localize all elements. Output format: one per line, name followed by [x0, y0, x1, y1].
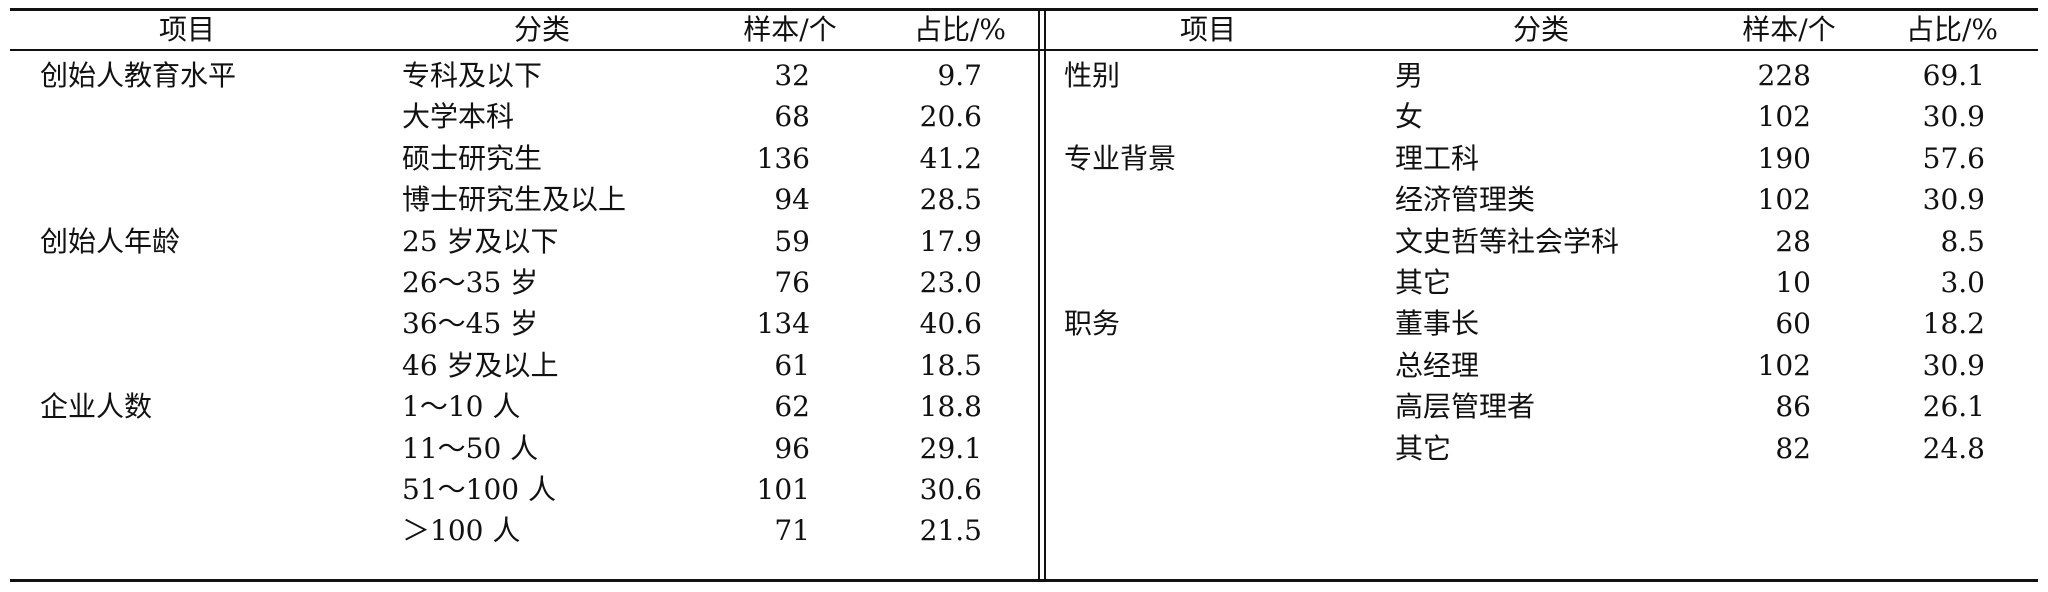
- row-sample: 76: [774, 266, 810, 299]
- row-category: 36～45 岁: [402, 307, 539, 341]
- row-sample: 136: [756, 141, 810, 175]
- row-sample: 102: [1757, 348, 1811, 382]
- header-category: 分类: [1512, 13, 1570, 46]
- row-item: 创始人年龄: [40, 224, 181, 258]
- header-percent: 占比/%: [913, 13, 1007, 46]
- row-sample: 59: [774, 224, 810, 258]
- row-percent: 57.6: [1922, 141, 1985, 175]
- row-category: 文史哲等社会学科: [1395, 224, 1620, 258]
- row-percent: 20.6: [919, 100, 982, 134]
- row-category: 硕士研究生: [402, 141, 543, 175]
- row-percent: 17.9: [919, 224, 982, 258]
- header-sample: 样本/个: [1742, 13, 1836, 46]
- row-percent: 21.5: [919, 514, 982, 548]
- row-sample: 28: [1775, 224, 1811, 258]
- row-sample: 68: [774, 100, 810, 134]
- row-sample: 94: [774, 183, 810, 217]
- row-category: 专科及以下: [402, 59, 543, 92]
- table-top-rule: [10, 8, 2038, 11]
- row-sample: 228: [1757, 59, 1811, 92]
- row-category: 男: [1395, 59, 1424, 92]
- row-percent: 40.6: [919, 307, 982, 341]
- row-sample: 101: [756, 473, 810, 506]
- row-category: 其它: [1395, 266, 1452, 299]
- row-item: 专业背景: [1064, 141, 1177, 175]
- row-sample: 82: [1775, 431, 1811, 465]
- row-percent: 28.5: [919, 183, 982, 217]
- row-category: 理工科: [1395, 141, 1480, 175]
- row-sample: 190: [1757, 141, 1811, 175]
- row-category: 经济管理类: [1395, 183, 1536, 217]
- header-item: 项目: [158, 13, 216, 46]
- row-category: 博士研究生及以上: [402, 183, 627, 217]
- row-percent: 30.9: [1922, 100, 1985, 134]
- row-sample: 86: [1775, 390, 1811, 424]
- row-category: 女: [1395, 100, 1424, 134]
- row-category: 其它: [1395, 431, 1452, 465]
- row-percent: 9.7: [937, 59, 982, 92]
- row-percent: 41.2: [919, 141, 982, 175]
- row-percent: 26.1: [1922, 390, 1985, 424]
- row-category: 1～10 人: [402, 390, 521, 424]
- row-percent: 24.8: [1922, 431, 1985, 465]
- row-category: 总经理: [1395, 348, 1480, 382]
- header-percent: 占比/%: [1905, 13, 1999, 46]
- row-sample: 134: [756, 307, 810, 341]
- row-item: 企业人数: [40, 390, 153, 424]
- row-item: 创始人教育水平: [40, 59, 237, 92]
- column-divider: [1038, 9, 1040, 582]
- row-category: 46 岁及以上: [402, 348, 559, 382]
- row-percent: 3.0: [1940, 266, 1985, 299]
- row-sample: 102: [1757, 100, 1811, 134]
- row-category: 26～35 岁: [402, 266, 539, 299]
- row-category: ＞100 人: [402, 514, 521, 548]
- row-item: 职务: [1064, 307, 1121, 341]
- row-percent: 69.1: [1922, 59, 1985, 92]
- header-item: 项目: [1179, 13, 1237, 46]
- row-sample: 60: [1775, 307, 1811, 341]
- row-sample: 10: [1775, 266, 1811, 299]
- row-percent: 30.9: [1922, 183, 1985, 217]
- row-percent: 23.0: [919, 266, 982, 299]
- row-category: 11～50 人: [402, 431, 539, 465]
- row-percent: 18.8: [919, 390, 982, 424]
- row-percent: 30.6: [919, 473, 982, 506]
- row-percent: 30.9: [1922, 348, 1985, 382]
- header-sample: 样本/个: [743, 13, 837, 46]
- header-category: 分类: [513, 13, 571, 46]
- row-sample: 62: [774, 390, 810, 424]
- row-sample: 102: [1757, 183, 1811, 217]
- row-item: 性别: [1064, 59, 1121, 92]
- row-category: 董事长: [1395, 307, 1480, 341]
- row-category: 大学本科: [402, 100, 515, 134]
- row-sample: 71: [774, 514, 810, 548]
- row-sample: 32: [774, 59, 810, 92]
- row-percent: 18.5: [919, 348, 982, 382]
- row-percent: 18.2: [1922, 307, 1985, 341]
- row-sample: 61: [774, 348, 810, 382]
- row-category: 51～100 人: [402, 473, 556, 506]
- row-category: 25 岁及以下: [402, 224, 559, 258]
- row-sample: 96: [774, 431, 810, 465]
- column-divider: [1044, 9, 1046, 582]
- row-percent: 8.5: [1940, 224, 1985, 258]
- table-bottom-rule: [10, 579, 2038, 582]
- row-percent: 29.1: [919, 431, 982, 465]
- header-rule: [10, 49, 2038, 51]
- row-category: 高层管理者: [1395, 390, 1536, 424]
